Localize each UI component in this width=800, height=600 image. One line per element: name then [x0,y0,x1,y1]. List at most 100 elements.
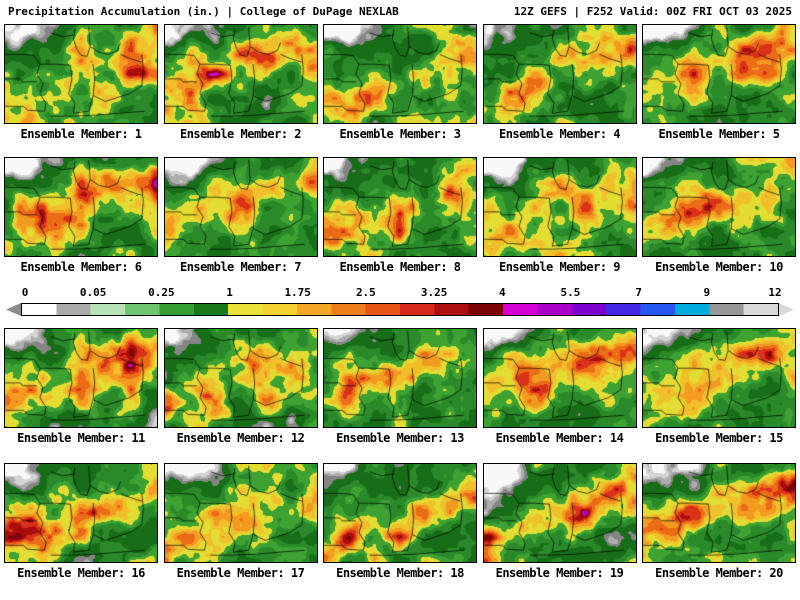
precip-map-canvas [324,464,476,562]
header: Precipitation Accumulation (in.) | Colle… [0,0,800,20]
ensemble-panel: Ensemble Member: 3 [323,24,477,141]
ensemble-panel: Ensemble Member: 1 [4,24,158,141]
precip-map-canvas [164,158,317,256]
panel-label: Ensemble Member: 13 [336,431,464,445]
precip-map-canvas [164,25,317,123]
colorbar-tick: 12 [768,286,782,299]
ensemble-panel: Ensemble Member: 16 [4,463,158,580]
panel-label: Ensemble Member: 10 [655,260,783,274]
precip-map-canvas [643,158,795,256]
panel-label: Ensemble Member: 19 [495,566,624,580]
colorbar-tick: 5.5 [560,286,581,299]
ensemble-panel: Ensemble Member: 15 [642,328,796,445]
panel-label: Ensemble Member: 11 [17,431,145,445]
precip-map [482,328,637,428]
precip-map [323,157,477,257]
precip-map [163,24,318,124]
panel-label: Ensemble Member: 16 [17,566,145,580]
panel-label: Ensemble Member: 7 [179,260,302,274]
colorbar-tick: 9 [703,286,711,299]
panel-label: Ensemble Member: 17 [176,566,305,580]
panel-label: Ensemble Member: 8 [339,260,461,274]
ensemble-panel: Ensemble Member: 12 [163,328,318,445]
precip-map-canvas [5,329,157,427]
colorbar-gradient [21,303,779,316]
ensemble-panel: Ensemble Member: 4 [482,24,637,141]
model-run-info: 12Z GEFS | F252 Valid: 00Z FRI OCT 03 20… [513,5,792,18]
panel-label: Ensemble Member: 3 [339,127,461,141]
precip-map-canvas [164,464,317,562]
panel-row-3: Ensemble Member: 11 Ensemble Member: 12 … [0,328,800,445]
colorbar-tick: 1.75 [284,286,311,299]
precip-map [323,328,477,428]
precip-map [642,157,796,257]
panel-label: Ensemble Member: 20 [655,566,783,580]
colorbar-right-arrow [779,303,794,316]
precip-map [4,24,158,124]
ensemble-panel: Ensemble Member: 7 [163,157,318,274]
precip-map-canvas [643,464,795,562]
precip-map [4,157,158,257]
ensemble-panel: Ensemble Member: 6 [4,157,158,274]
ensemble-panel: Ensemble Member: 9 [482,157,637,274]
ensemble-panel: Ensemble Member: 14 [482,328,637,445]
precip-map [163,463,318,563]
precip-map [323,24,477,124]
precip-map-canvas [324,25,476,123]
precip-map [642,463,796,563]
ensemble-panel: Ensemble Member: 8 [323,157,477,274]
colorbar-tick: 0 [21,286,29,299]
colorbar-tick: 0.25 [148,286,175,299]
precip-map-canvas [5,464,157,562]
panel-label: Ensemble Member: 6 [20,260,142,274]
precip-map-canvas [5,25,157,123]
panel-label: Ensemble Member: 18 [336,566,464,580]
precip-map [642,24,796,124]
panel-label: Ensemble Member: 14 [495,431,624,445]
precip-map [4,463,158,563]
panel-row-4: Ensemble Member: 16 Ensemble Member: 17 … [0,463,800,580]
panel-label: Ensemble Member: 1 [20,127,142,141]
panel-label: Ensemble Member: 12 [176,431,305,445]
precip-map-canvas [643,25,795,123]
precip-map [482,463,637,563]
colorbar-tick: 0.05 [79,286,107,299]
precip-map [323,463,477,563]
precip-map-canvas [164,329,317,427]
precip-map [482,157,637,257]
ensemble-panel: Ensemble Member: 2 [163,24,318,141]
precip-map [642,328,796,428]
ensemble-panel: Ensemble Member: 10 [642,157,796,274]
colorbar-left-arrow [6,303,21,316]
precip-map-canvas [483,329,636,427]
colorbar-tick: 3.25 [420,286,448,299]
precip-map-canvas [483,464,636,562]
precip-map [4,328,158,428]
ensemble-panel: Ensemble Member: 19 [482,463,637,580]
panel-label: Ensemble Member: 2 [179,127,302,141]
colorbar-tick: 2.5 [355,286,376,299]
colorbar-ticks: 0 0.05 0.25 1 1.75 2.5 3.25 4 5.5 7 9 12 [21,286,782,300]
ensemble-panel: Ensemble Member: 11 [4,328,158,445]
precip-map-canvas [643,329,795,427]
precip-map-canvas [5,158,157,256]
colorbar-tick: 1 [226,286,233,299]
page-title: Precipitation Accumulation (in.) | Colle… [8,5,399,18]
precip-map [163,157,318,257]
ensemble-panel: Ensemble Member: 13 [323,328,477,445]
ensemble-panel: Ensemble Member: 20 [642,463,796,580]
ensemble-panel: Ensemble Member: 5 [642,24,796,141]
colorbar-tick: 7 [635,286,642,299]
panel-label: Ensemble Member: 9 [498,260,621,274]
panel-label: Ensemble Member: 4 [498,127,621,141]
panel-label: Ensemble Member: 15 [655,431,783,445]
precip-map-canvas [324,158,476,256]
panel-label: Ensemble Member: 5 [658,127,780,141]
ensemble-panel: Ensemble Member: 18 [323,463,477,580]
colorbar-bar-row [6,303,794,316]
precip-map [482,24,637,124]
precip-map-canvas [483,158,636,256]
panel-row-2: Ensemble Member: 6 Ensemble Member: 7 En… [0,157,800,274]
ensemble-panel: Ensemble Member: 17 [163,463,318,580]
panel-row-1: Ensemble Member: 1 Ensemble Member: 2 En… [0,24,800,141]
